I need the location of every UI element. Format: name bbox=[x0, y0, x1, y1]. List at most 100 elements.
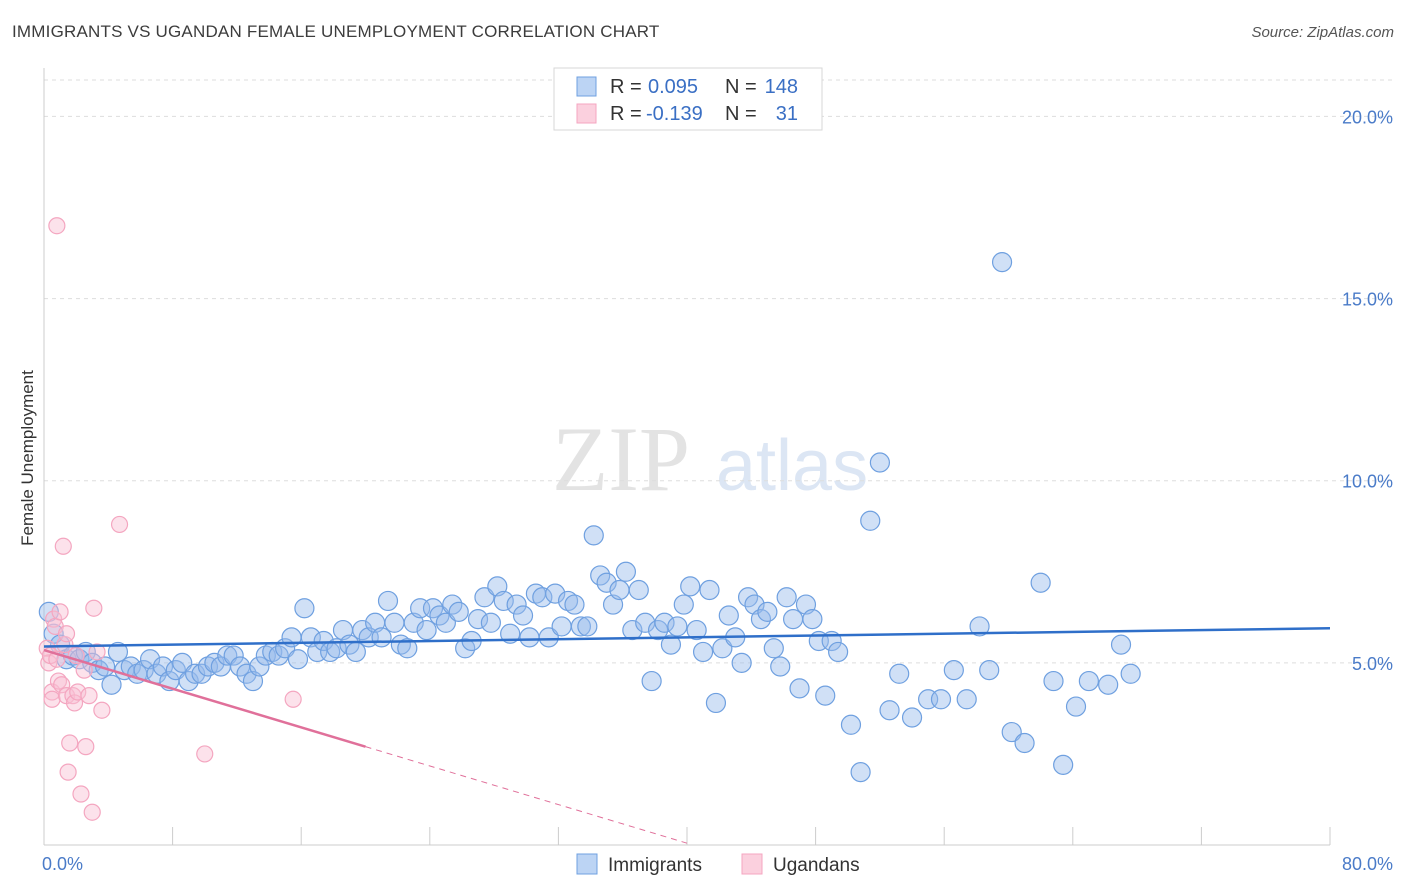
immigrants-trend-line bbox=[43, 627, 1331, 648]
immigrants-point-67 bbox=[467, 609, 489, 630]
watermark-atlas: atlas bbox=[716, 426, 868, 506]
immigrants-point-92 bbox=[628, 579, 649, 601]
ugandans-point-10 bbox=[53, 676, 71, 694]
immigrants-point-144 bbox=[1078, 670, 1099, 692]
immigrants-point-85 bbox=[583, 525, 604, 546]
immigrants-points bbox=[38, 252, 1141, 783]
ugandans-trend-extension bbox=[365, 746, 688, 844]
ugandans-point-20 bbox=[69, 683, 87, 701]
x-tick-label-0: 0.0% bbox=[42, 854, 83, 874]
immigrants-point-135 bbox=[969, 616, 990, 637]
immigrants-point-121 bbox=[815, 685, 836, 706]
ugandans-point-24 bbox=[80, 687, 98, 705]
immigrants-point-75 bbox=[519, 627, 540, 648]
y-tick-label-2: 15.0% bbox=[1342, 290, 1393, 310]
grid-lines bbox=[44, 79, 1395, 664]
bottom-legend-label-immigrants: Immigrants bbox=[608, 855, 702, 876]
legend-r-value-ugandans: -0.139 bbox=[646, 103, 703, 125]
bottom-legend-swatch-immigrants bbox=[576, 853, 598, 875]
immigrants-point-142 bbox=[1053, 754, 1074, 775]
ugandans-point-23 bbox=[77, 738, 95, 756]
immigrants-point-82 bbox=[564, 594, 585, 615]
immigrants-point-72 bbox=[500, 623, 521, 644]
ugandans-point-9 bbox=[51, 603, 69, 621]
legend-r-label-ugandans: R = bbox=[610, 103, 642, 125]
bottom-legend-label-ugandans: Ugandans bbox=[773, 855, 860, 876]
bottom-legend-swatch-ugandans bbox=[741, 853, 763, 875]
immigrants-point-28 bbox=[217, 645, 238, 666]
immigrants-point-69 bbox=[480, 612, 501, 633]
immigrants-point-62 bbox=[435, 612, 456, 633]
immigrants-point-102 bbox=[692, 641, 714, 663]
immigrants-point-11 bbox=[107, 641, 129, 663]
immigrants-point-64 bbox=[448, 601, 469, 622]
immigrants-point-33 bbox=[249, 656, 270, 677]
immigrants-point-104 bbox=[705, 692, 727, 714]
y-tick-label-0: 5.0% bbox=[1352, 654, 1393, 674]
y-tick-label-1: 10.0% bbox=[1342, 472, 1393, 492]
immigrants-point-83 bbox=[570, 616, 592, 637]
immigrants-point-21 bbox=[172, 652, 193, 673]
immigrants-point-126 bbox=[860, 510, 881, 531]
immigrants-point-114 bbox=[770, 656, 791, 677]
immigrants-point-80 bbox=[551, 616, 572, 637]
immigrants-point-140 bbox=[1030, 572, 1051, 593]
immigrants-point-147 bbox=[1120, 663, 1141, 684]
immigrants-point-54 bbox=[384, 612, 405, 633]
immigrants-point-112 bbox=[757, 601, 778, 622]
immigrants-point-94 bbox=[641, 670, 662, 692]
immigrants-point-97 bbox=[660, 634, 682, 655]
bottom-legend: Immigrants Ugandans bbox=[576, 853, 860, 876]
ugandans-point-4 bbox=[43, 690, 61, 708]
immigrants-point-127 bbox=[869, 452, 891, 473]
immigrants-point-108 bbox=[731, 652, 752, 673]
watermark: ZIP atlas bbox=[552, 408, 868, 510]
legend-swatch-immigrants bbox=[576, 76, 597, 97]
legend-n-value-immigrants: 148 bbox=[765, 76, 798, 98]
immigrants-point-99 bbox=[673, 594, 694, 615]
ugandans-point-13 bbox=[57, 625, 76, 643]
immigrants-point-84 bbox=[577, 616, 598, 637]
immigrants-point-103 bbox=[699, 579, 720, 601]
x-tick-label-1: 80.0% bbox=[1342, 854, 1393, 874]
immigrants-point-115 bbox=[776, 587, 797, 608]
immigrants-point-139 bbox=[1014, 732, 1035, 754]
immigrants-point-119 bbox=[802, 609, 823, 630]
immigrants-point-105 bbox=[712, 638, 733, 659]
immigrants-point-68 bbox=[474, 587, 495, 608]
immigrants-point-40 bbox=[294, 598, 315, 619]
immigrants-point-124 bbox=[840, 714, 862, 735]
immigrants-point-136 bbox=[979, 660, 1000, 681]
immigrants-point-59 bbox=[416, 619, 437, 641]
immigrants-point-138 bbox=[1001, 721, 1022, 743]
ugandans-point-18 bbox=[65, 694, 84, 712]
ugandans-point-31 bbox=[284, 690, 302, 708]
y-axis-label: Female Unemployment bbox=[18, 370, 37, 546]
ugandans-points bbox=[38, 217, 302, 821]
legend-r-value-immigrants: 0.095 bbox=[648, 76, 698, 98]
immigrants-point-10 bbox=[101, 674, 122, 695]
trend-lines bbox=[43, 627, 1331, 844]
immigrants-point-81 bbox=[557, 590, 579, 612]
immigrants-point-55 bbox=[390, 634, 411, 655]
immigrants-point-71 bbox=[493, 590, 514, 612]
legend-n-label-ugandans: N = bbox=[725, 103, 757, 125]
ugandans-trend-line bbox=[43, 648, 366, 748]
immigrants-point-117 bbox=[789, 678, 810, 699]
x-tick-labels: 0.0% 80.0% bbox=[42, 854, 1393, 874]
y-tick-label-3: 20.0% bbox=[1342, 107, 1393, 127]
immigrants-point-130 bbox=[901, 707, 923, 728]
ugandans-point-21 bbox=[72, 785, 90, 803]
chart-title: IMMIGRANTS VS UGANDAN FEMALE UNEMPLOYMEN… bbox=[12, 22, 660, 41]
immigrants-point-146 bbox=[1110, 634, 1132, 655]
immigrants-point-29 bbox=[223, 645, 244, 666]
immigrants-point-26 bbox=[204, 652, 225, 673]
immigrants-point-132 bbox=[930, 689, 952, 710]
immigrants-point-23 bbox=[185, 663, 206, 684]
immigrants-point-98 bbox=[667, 616, 688, 637]
ugandans-point-26 bbox=[85, 599, 103, 617]
ugandans-point-30 bbox=[196, 745, 214, 763]
source-label: Source: ZipAtlas.com bbox=[1251, 24, 1394, 41]
immigrants-point-133 bbox=[943, 660, 964, 681]
